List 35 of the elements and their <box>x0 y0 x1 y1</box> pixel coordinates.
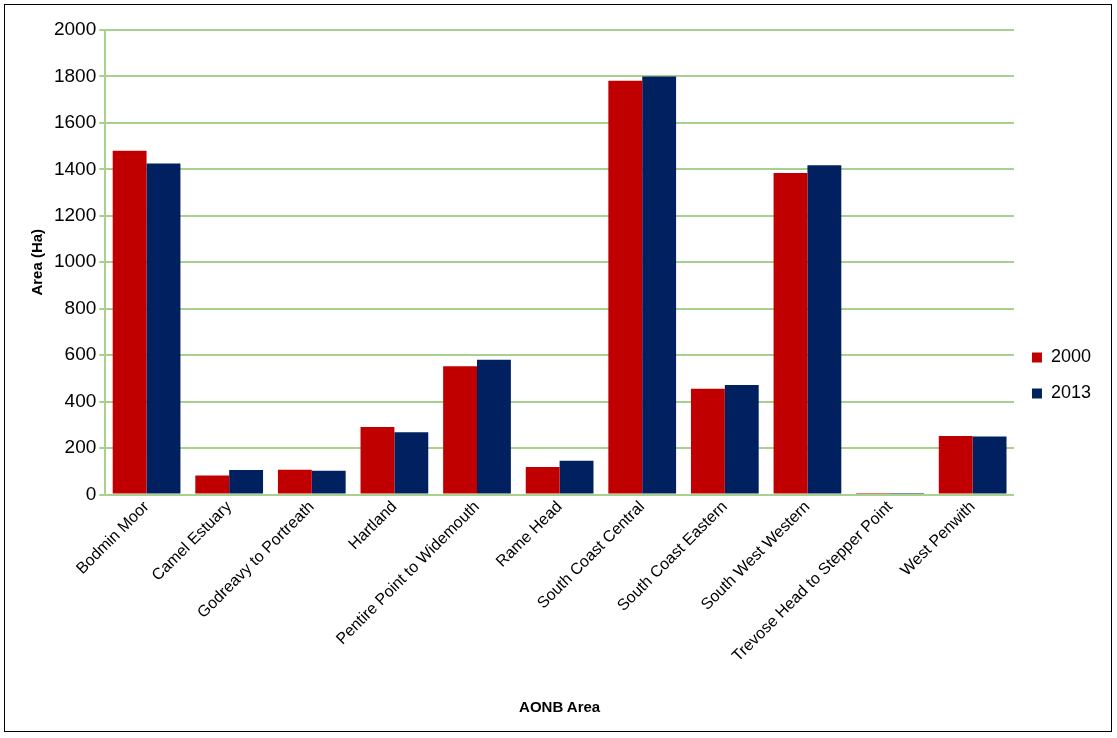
bar <box>443 366 477 494</box>
y-tick-label: 1600 <box>53 111 97 133</box>
bar <box>690 388 725 494</box>
bar <box>311 470 346 494</box>
y-tick-label: 1200 <box>53 204 97 226</box>
bar <box>146 163 181 494</box>
y-tick-label: 800 <box>64 296 97 318</box>
x-axis-title: AONB Area <box>519 698 601 716</box>
y-axis-title: Area (Ha) <box>28 228 46 296</box>
y-tick-label: 1400 <box>53 157 97 179</box>
bar <box>608 80 643 494</box>
y-tick-label: 1000 <box>53 250 97 272</box>
bar <box>938 435 973 494</box>
bar <box>972 436 1007 494</box>
bar <box>642 76 677 494</box>
bar <box>360 426 395 494</box>
bar <box>477 359 511 494</box>
bar <box>229 470 264 494</box>
bar <box>724 385 759 494</box>
y-tick-label: 1800 <box>53 64 97 86</box>
y-tick-label: 400 <box>64 389 97 411</box>
bar <box>394 432 429 494</box>
bar <box>525 467 560 494</box>
bar <box>773 173 808 494</box>
legend-label: 2013 <box>1050 382 1091 403</box>
legend-label: 2000 <box>1050 346 1091 367</box>
y-tick-label: 200 <box>64 436 97 458</box>
y-tick-label: 2000 <box>53 18 97 40</box>
bar <box>559 460 594 494</box>
bar <box>112 150 147 494</box>
y-tick-label: 0 <box>85 482 97 504</box>
bar <box>195 475 230 494</box>
y-tick-label: 600 <box>64 343 97 365</box>
bar <box>807 165 842 494</box>
bar <box>277 469 312 494</box>
